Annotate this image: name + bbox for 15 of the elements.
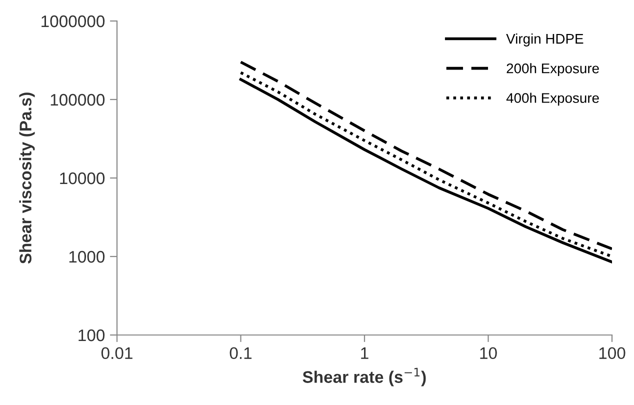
x-tick-label: 0.01 [101,347,132,360]
legend-label: Virgin HDPE [506,34,584,46]
y-tick-label: 1000000 [42,15,105,28]
x-axis-title: Shear rate (s$^{−1}$) [302,368,426,386]
legend-label: 200h Exposure [506,63,599,76]
x-tick-label: 100 [599,347,626,360]
y-tick-label: 100 [78,329,105,342]
x-tick-label: 1 [361,347,368,359]
x-tick-label: 0.1 [230,347,252,360]
y-axis-title: Shear viscosity (Pa.s) [19,92,35,264]
y-tick-label: 1000 [69,250,105,263]
legend-label: 400h Exposure [506,92,599,106]
y-tick-label: 10000 [60,172,105,184]
x-tick-label: 10 [480,347,497,360]
y-tick-label: 100000 [50,94,105,106]
